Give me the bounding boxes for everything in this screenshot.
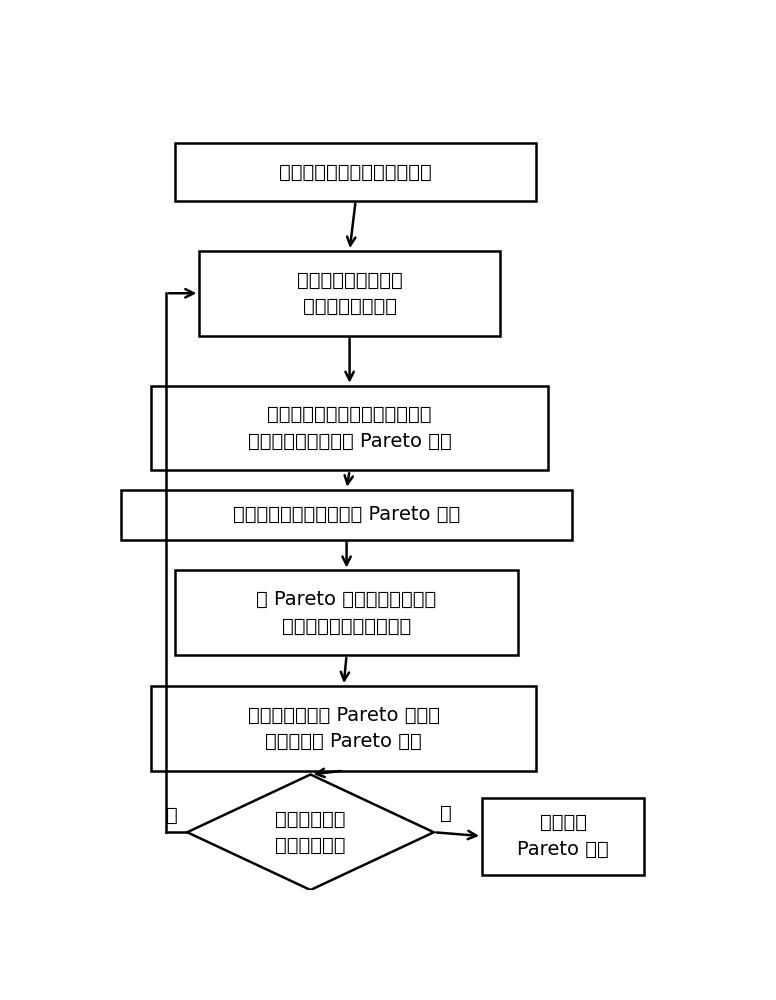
- Bar: [199, 251, 500, 336]
- Text: 输出最终
Pareto 解集: 输出最终 Pareto 解集: [518, 813, 609, 859]
- Text: 将当代和上一代 Pareto 解集融
合求出最终 Pareto 解集: 将当代和上一代 Pareto 解集融 合求出最终 Pareto 解集: [248, 706, 439, 751]
- Text: 计算两个目标函数值，并用非支
配排序规则挑选当代 Pareto 解集: 计算两个目标函数值，并用非支 配排序规则挑选当代 Pareto 解集: [248, 405, 452, 451]
- Bar: [121, 490, 572, 540]
- Bar: [482, 798, 644, 875]
- Bar: [175, 143, 536, 201]
- Text: 将 Pareto 前沿替换当前种群
部分个体以便下一代迭代: 将 Pareto 前沿替换当前种群 部分个体以便下一代迭代: [256, 590, 437, 636]
- Bar: [151, 686, 536, 771]
- Bar: [175, 570, 518, 655]
- Polygon shape: [187, 774, 434, 890]
- Text: 当代更新完毕，保留当前 Pareto 前沿: 当代更新完毕，保留当前 Pareto 前沿: [233, 505, 460, 524]
- Bar: [151, 386, 548, 470]
- Text: 初始化目标函数，得到初始解: 初始化目标函数，得到初始解: [279, 162, 432, 181]
- Text: 否: 否: [166, 806, 178, 825]
- Text: 利用飞行公式和抛弃
概率进行个体更新: 利用飞行公式和抛弃 概率进行个体更新: [296, 270, 403, 316]
- Text: 是: 是: [440, 804, 452, 823]
- Text: 迭代时间是否
超过时间限制: 迭代时间是否 超过时间限制: [275, 810, 346, 855]
